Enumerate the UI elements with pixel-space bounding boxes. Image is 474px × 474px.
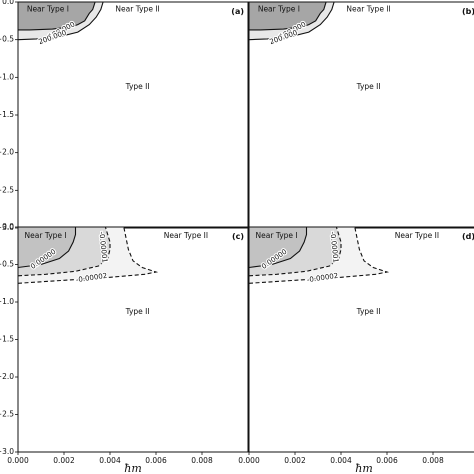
y-axis: 0.0 −0.5 −1.0 −1.5 −2.0 −2.5 −3.0: [0, 0, 18, 232]
x-axis-label: ħm: [124, 462, 142, 474]
panel-label: (c): [232, 232, 244, 241]
contour-line: [249, 227, 342, 277]
y-tick-label: −2.0: [0, 372, 14, 381]
region-label: Near Type I: [27, 5, 69, 14]
x-axis-label: ħm: [355, 462, 373, 474]
y-axis: 0.0 −0.5 −1.0 −1.5 −2.0 −2.5 −3.0: [0, 222, 18, 456]
y-tick-label: −0.5: [0, 35, 14, 44]
fill-region-high: [18, 227, 76, 268]
region-label: Near Type I: [258, 5, 300, 14]
region-label: Type II: [125, 307, 150, 316]
y-tick-label: −1.0: [0, 297, 14, 306]
fill-region-low: [249, 227, 387, 284]
region-label: Type II: [356, 307, 381, 316]
y-tick-label: −1.0: [0, 72, 14, 81]
fill-region-mid: [18, 2, 104, 40]
contour-line: [18, 227, 77, 269]
x-tick-label: 0.008: [191, 456, 213, 465]
x-tick-label: 0.000: [238, 456, 260, 465]
contour-line: [18, 2, 104, 41]
region-label: Near Type I: [25, 231, 67, 240]
y-tick-label: −1.5: [0, 335, 14, 344]
region-label: Type II: [356, 82, 381, 91]
x-axis: 0.000 0.002 0.004 0.006 0.008: [238, 452, 444, 465]
contour-line: [249, 2, 327, 31]
y-tick-label: −3.0: [0, 447, 14, 456]
region-label: Near Type I: [256, 231, 298, 240]
region-label: Near Type II: [395, 231, 439, 240]
fill-region-high: [249, 2, 327, 30]
fill-region-mid: [18, 227, 110, 276]
region-label: Near Type II: [346, 5, 390, 14]
contour-line: [249, 227, 308, 269]
fill-region-mid: [249, 227, 341, 276]
fill-region-low: [18, 227, 156, 284]
y-tick-label: −2.5: [0, 410, 14, 419]
contour-line: [18, 227, 111, 277]
region-label: Type II: [125, 82, 150, 91]
x-axis: 0.000 0.002 0.004 0.006 0.008: [7, 452, 213, 465]
y-tick-label: −1.5: [0, 110, 14, 119]
contour-line: [18, 2, 96, 31]
x-tick-label: 0.004: [99, 456, 121, 465]
y-tick-label: −2.5: [0, 185, 14, 194]
fill-region-high: [249, 227, 307, 268]
y-tick-label: −3.0: [0, 223, 14, 232]
x-tick-label: 0.006: [145, 456, 167, 465]
panel-label: (d): [462, 232, 474, 241]
region-label: Near Type II: [115, 5, 159, 14]
axes-frame: [248, 1, 474, 229]
fill-region-high: [18, 2, 96, 30]
y-tick-label: 0.0: [2, 222, 14, 231]
y-tick-label: −2.0: [0, 148, 14, 157]
x-tick-label: 0.000: [7, 456, 29, 465]
contour-line: [249, 227, 390, 284]
y-tick-label: −0.5: [0, 260, 14, 269]
x-tick-label: 0.002: [284, 456, 306, 465]
x-tick-label: 0.002: [53, 456, 75, 465]
x-tick-label: 0.004: [330, 456, 352, 465]
contour-line: [18, 227, 159, 284]
x-tick-label: 0.008: [422, 456, 444, 465]
panel-label: (a): [231, 7, 244, 16]
fill-region-mid: [249, 2, 335, 40]
region-label: Near Type II: [164, 231, 208, 240]
x-tick-label: 0.006: [376, 456, 398, 465]
axes-frame: [248, 226, 474, 453]
panel-label: (b): [462, 7, 474, 16]
contour-line: [249, 2, 335, 41]
y-tick-label: 0.0: [2, 0, 14, 6]
